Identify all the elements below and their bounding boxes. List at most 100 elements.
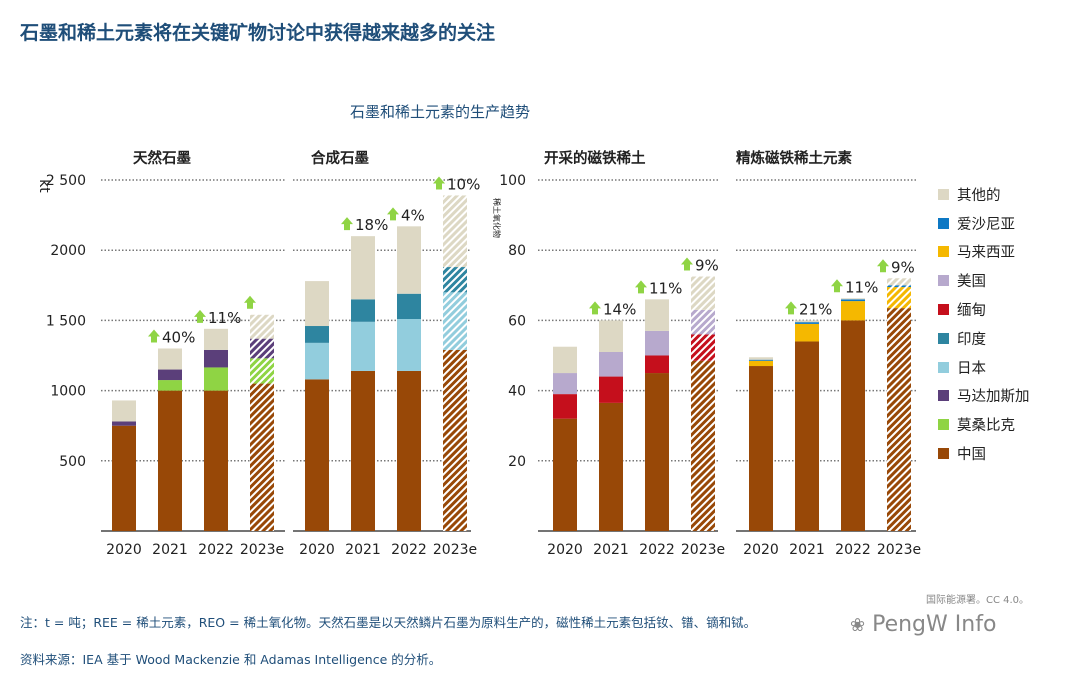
bar-segment xyxy=(305,326,329,343)
x-tick-label: 2021 xyxy=(789,542,825,558)
legend-label: 缅甸 xyxy=(957,303,986,320)
y-axis-label: kt xyxy=(36,179,52,193)
panel-title: 天然石墨 xyxy=(133,149,191,167)
bar-segment xyxy=(795,323,819,342)
bar-segment xyxy=(397,318,421,371)
bar-segment xyxy=(599,351,623,377)
growth-arrow-icon xyxy=(635,280,647,294)
legend-swatch xyxy=(938,304,949,316)
watermark: ❀ PengW Info xyxy=(850,612,996,637)
y-tick-label: 2000 xyxy=(50,243,86,259)
y-tick-label: 500 xyxy=(59,454,86,470)
bar-segment xyxy=(204,390,228,531)
source-note: 资料来源：IEA 基于 Wood Mackenzie 和 Adamas Inte… xyxy=(20,652,442,667)
growth-arrow-icon xyxy=(785,301,797,315)
x-tick-label: 2020 xyxy=(547,542,583,558)
legend-swatch xyxy=(938,419,949,431)
legend-item: 其他的 xyxy=(938,180,1030,209)
bar-segment xyxy=(841,298,865,300)
watermark-text: PengW Info xyxy=(872,612,997,637)
bar-segment xyxy=(250,383,274,531)
growth-label: 4% xyxy=(401,206,425,224)
legend-item: 缅甸 xyxy=(938,295,1030,324)
bar-segment xyxy=(397,293,421,319)
bar-segment xyxy=(305,379,329,531)
bar-segment xyxy=(397,226,421,294)
growth-arrow-icon xyxy=(831,279,843,293)
x-tick-label: 2022 xyxy=(391,542,427,558)
growth-label: 9% xyxy=(695,257,719,275)
bar-segment xyxy=(443,349,467,531)
growth-arrow-icon xyxy=(341,217,353,231)
bar-segment xyxy=(887,278,911,286)
legend-item: 马来西亚 xyxy=(938,238,1030,267)
legend-item: 中国 xyxy=(938,439,1030,468)
x-tick-label: 2022 xyxy=(639,542,675,558)
legend-label: 美国 xyxy=(957,274,986,291)
legend-label: 爱沙尼亚 xyxy=(957,216,1015,233)
panel-title: 合成石墨 xyxy=(310,149,369,167)
y-tick-label: 60 xyxy=(508,313,526,329)
bar-segment xyxy=(599,402,623,531)
bar-segment xyxy=(443,267,467,293)
bar-segment xyxy=(204,367,228,391)
growth-label: 40% xyxy=(162,328,195,346)
bar-segment xyxy=(250,358,274,384)
legend-label: 马达加斯加 xyxy=(957,389,1030,406)
bar-segment xyxy=(553,373,577,395)
bar-segment xyxy=(645,355,669,374)
y-axis-label: 稀土氧化物 xyxy=(492,198,502,238)
chart-panel: 精炼磁铁稀土元素 2020 2021 21% 2022 11% 2023e 9% xyxy=(736,149,921,558)
bar-segment xyxy=(305,281,329,327)
legend-label: 印度 xyxy=(957,331,986,348)
chart-panel: 合成石墨 2020 2021 18% 2022 4% 2023e 10% xyxy=(293,149,480,558)
chart-panel: 100 80 60 40 20 开采的磁铁稀土 2020 2021 14% 2022 11% 2023… xyxy=(492,149,725,558)
bar-segment xyxy=(204,328,228,350)
legend-swatch xyxy=(938,217,949,229)
bar-segment xyxy=(749,359,773,361)
license-text: 国际能源署。CC 4.0。 xyxy=(926,595,1030,606)
bar-segment xyxy=(645,299,669,331)
footnote: 注：t = 吨；REE = 稀土元素，REO = 稀土氧化物。天然石墨是以天然鳞… xyxy=(20,615,757,630)
legend-item: 莫桑比克 xyxy=(938,410,1030,439)
growth-arrow-icon xyxy=(433,176,445,190)
bar-segment xyxy=(553,394,577,419)
bar-segment xyxy=(443,292,467,350)
growth-label: 21% xyxy=(799,300,832,318)
y-tick-label: 1 500 xyxy=(46,313,86,329)
growth-label: 14% xyxy=(603,300,636,318)
bar-segment xyxy=(645,330,669,356)
legend-label: 莫桑比克 xyxy=(957,418,1015,435)
legend-item: 美国 xyxy=(938,266,1030,295)
legend-swatch xyxy=(938,246,949,258)
x-tick-label: 2023e xyxy=(681,542,725,558)
growth-label: 11% xyxy=(208,309,241,327)
bar-segment xyxy=(599,320,623,352)
legend-label: 其他的 xyxy=(957,187,1001,204)
bar-segment xyxy=(841,301,865,321)
x-tick-label: 2022 xyxy=(835,542,871,558)
growth-arrow-icon xyxy=(387,207,399,221)
legend-swatch xyxy=(938,390,949,402)
bar-segment xyxy=(691,360,715,531)
bar-segment xyxy=(553,418,577,531)
legend: 其他的 爱沙尼亚 马来西亚 美国 缅甸 印度 日本 马达加斯加 莫桑比克 中国 xyxy=(938,180,1030,468)
bar-segment xyxy=(645,373,669,531)
y-tick-label: 1000 xyxy=(50,384,86,400)
bar-segment xyxy=(250,314,274,339)
bar-segment xyxy=(351,370,375,531)
bar-segment xyxy=(397,370,421,531)
growth-arrow-icon xyxy=(194,309,206,323)
x-tick-label: 2023e xyxy=(240,542,284,558)
bar-segment xyxy=(691,309,715,335)
legend-label: 中国 xyxy=(957,447,986,464)
panel-title: 开采的磁铁稀土 xyxy=(544,149,646,167)
bar-segment xyxy=(351,321,375,371)
growth-label: 10% xyxy=(447,175,480,193)
bar-segment xyxy=(351,299,375,322)
bar-segment xyxy=(887,285,911,288)
y-tick-label: 2 500 xyxy=(46,173,86,189)
y-tick-label: 40 xyxy=(508,384,526,400)
bar-segment xyxy=(112,425,136,531)
